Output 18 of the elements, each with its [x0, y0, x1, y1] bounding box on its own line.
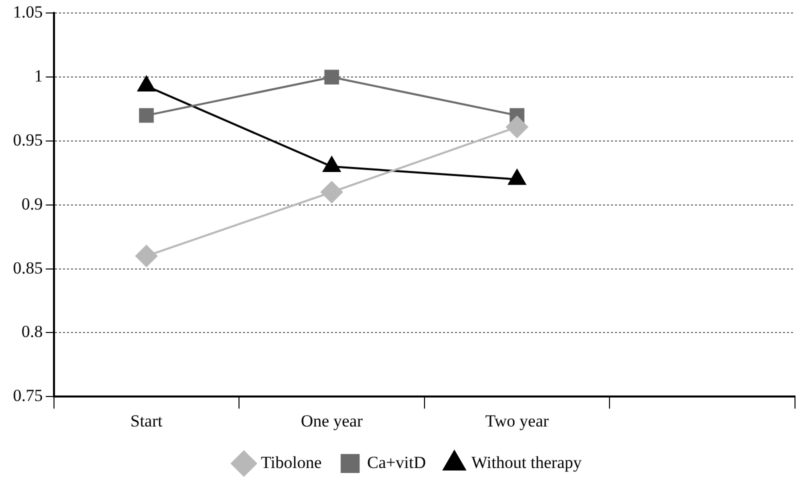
y-tick-label: 0.75 [13, 386, 43, 406]
x-tick-label: One year [300, 411, 363, 430]
y-tick-label: 0.85 [13, 258, 43, 278]
x-tick-label: Start [130, 411, 163, 430]
point [320, 181, 343, 204]
point [135, 245, 158, 268]
y-tick-label: 0.9 [22, 194, 43, 214]
legend-label: Ca+vitD [367, 452, 426, 472]
legend-label: Without therapy [471, 452, 582, 472]
y-tick-label: 1 [34, 66, 43, 86]
point [139, 108, 154, 123]
point [506, 116, 528, 138]
point [324, 70, 340, 84]
y-tick-label: 0.95 [13, 130, 43, 150]
y-tick-label: 1.05 [13, 2, 43, 22]
legend-label: Tibolone [260, 452, 322, 472]
x-tick-label: Two year [485, 411, 550, 430]
y-tick-label: 0.8 [22, 322, 43, 342]
